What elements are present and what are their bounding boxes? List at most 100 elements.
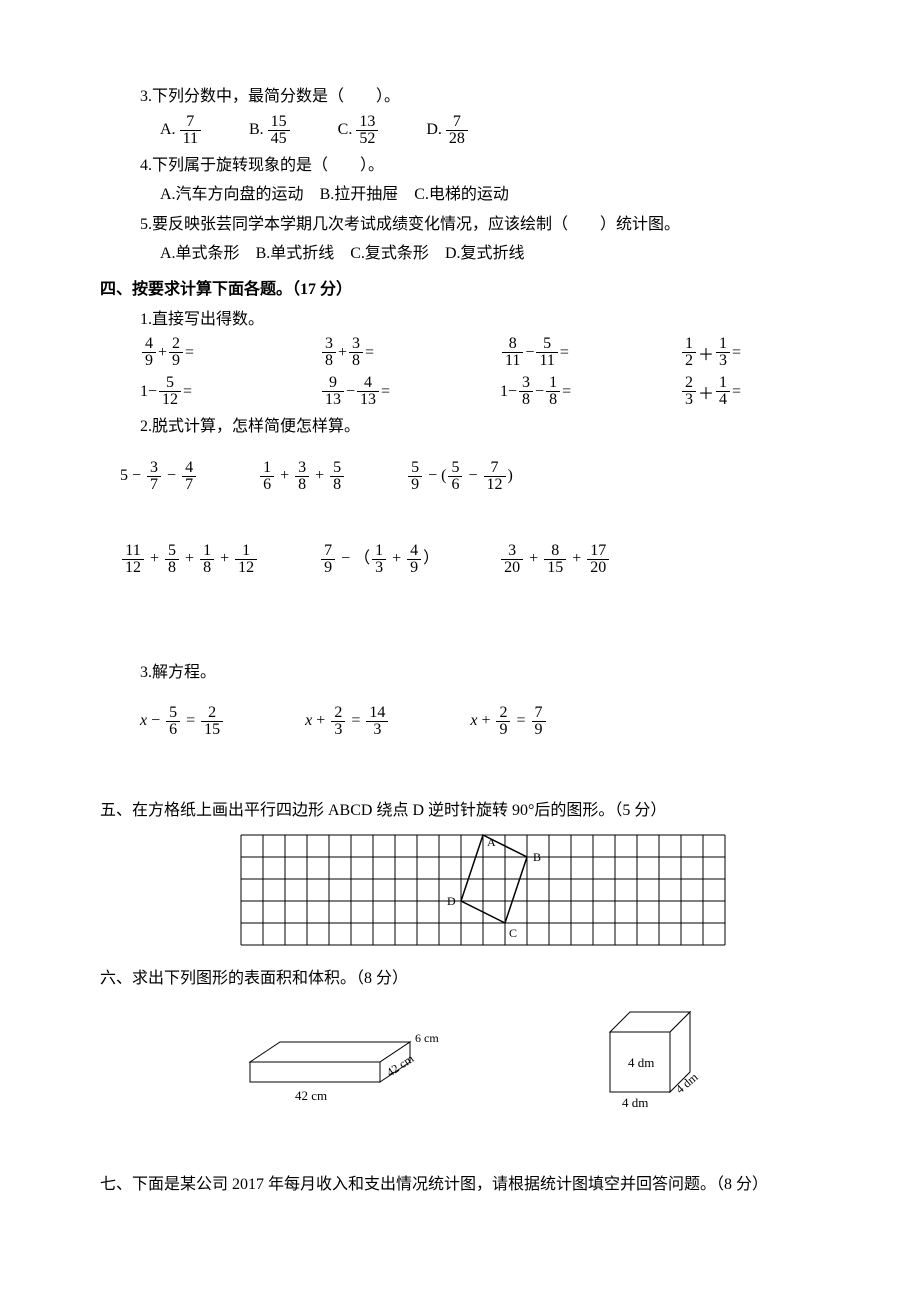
numerator: 3 — [519, 375, 533, 392]
fraction: 23 — [682, 375, 696, 408]
q3-opt-c: C. 13 52 — [338, 114, 381, 147]
fraction: 18 — [200, 543, 214, 576]
svg-text:C: C — [509, 926, 517, 940]
sec4-p2: 2.脱式计算，怎样简便怎样算。 — [140, 414, 820, 440]
fraction: 23 — [331, 705, 345, 738]
opt-label: D. — [426, 121, 442, 139]
numerator: 5 — [536, 336, 557, 353]
numerator: 1 — [716, 336, 730, 353]
fraction: 38 — [295, 460, 309, 493]
cuboid-l-label: 42 cm — [295, 1088, 327, 1103]
fraction: 512 — [159, 375, 181, 408]
denominator: 8 — [349, 353, 363, 369]
q5-stem: 5.要反映张芸同学本学期几次考试成绩变化情况，应该绘制（ ）统计图。 — [140, 212, 820, 238]
sec4-head: 四、按要求计算下面各题。（17 分） — [100, 277, 820, 303]
fraction: 511 — [536, 336, 557, 369]
denominator: 9 — [142, 353, 156, 369]
fraction: 58 — [165, 543, 179, 576]
denominator: 6 — [166, 722, 180, 738]
numerator: 5 — [408, 460, 422, 477]
denominator: 3 — [331, 722, 345, 738]
opt-label: B. — [249, 121, 264, 139]
svg-text:A: A — [487, 835, 496, 849]
fraction: 79 — [532, 705, 546, 738]
denominator: 8 — [295, 477, 309, 493]
equation: x + 23 = 143 — [305, 705, 390, 738]
denominator: 52 — [356, 131, 378, 147]
denominator: 45 — [268, 131, 290, 147]
q4-stem: 4.下列属于旋转现象的是（ ）。 — [140, 153, 820, 179]
numerator: 4 — [182, 460, 196, 477]
denominator: 9 — [496, 722, 510, 738]
svg-text:D: D — [447, 894, 456, 908]
denominator: 20 — [501, 560, 523, 576]
numerator: 13 — [356, 114, 378, 131]
calc-expression: 320 + 815 + 1720 — [499, 543, 611, 576]
opt-label: A. — [160, 121, 176, 139]
sec6-head: 六、求出下列图形的表面积和体积。（8 分） — [100, 966, 820, 992]
fraction: 112 — [235, 543, 257, 576]
fraction: 13 52 — [356, 114, 378, 147]
fraction: 56 — [166, 705, 180, 738]
denominator: 11 — [502, 353, 523, 369]
numerator: 1 — [200, 543, 214, 560]
denominator: 8 — [165, 560, 179, 576]
fraction: 13 — [716, 336, 730, 369]
fraction: 38 — [349, 336, 363, 369]
q5-opt-d: D.复式折线 — [445, 245, 525, 262]
fraction: 14 — [716, 375, 730, 408]
svg-text:B: B — [533, 850, 541, 864]
numerator: 3 — [147, 460, 161, 477]
numerator: 3 — [295, 460, 309, 477]
fraction: 413 — [357, 375, 379, 408]
denominator: 3 — [716, 353, 730, 369]
denominator: 11 — [180, 131, 201, 147]
fraction: 320 — [501, 543, 523, 576]
denominator: 15 — [544, 560, 566, 576]
numerator: 1 — [716, 375, 730, 392]
calc-expression: 59 − (56 − 712) — [406, 460, 513, 493]
calc-item: 811 − 511 = — [500, 336, 630, 369]
fraction: 13 — [372, 543, 386, 576]
denominator: 8 — [322, 353, 336, 369]
denominator: 7 — [147, 477, 161, 493]
numerator: 17 — [587, 543, 609, 560]
numerator: 11 — [122, 543, 144, 560]
sec4-row1: 49 + 29 =38 + 38 =811 − 511 =12 ＋ 13 = — [140, 336, 820, 369]
fraction: 1112 — [122, 543, 144, 576]
page: 3.下列分数中，最简分数是（ ）。 A. 7 11 B. 15 45 C. 13… — [0, 0, 920, 1241]
q5-opt-a: A.单式条形 — [160, 245, 240, 262]
numerator: 2 — [201, 705, 223, 722]
calc-item: 38 + 38 = — [320, 336, 450, 369]
denominator: 9 — [407, 560, 421, 576]
numerator: 3 — [501, 543, 523, 560]
fraction: 38 — [322, 336, 336, 369]
denominator: 6 — [260, 477, 274, 493]
fraction: 58 — [330, 460, 344, 493]
numerator: 9 — [322, 375, 344, 392]
numerator: 5 — [159, 375, 181, 392]
q5-options: A.单式条形 B.单式折线 C.复式条形 D.复式折线 — [160, 241, 820, 267]
cube-w-label: 4 dm — [622, 1095, 648, 1110]
grid-svg: A B C D — [240, 834, 726, 946]
numerator: 2 — [169, 336, 183, 353]
calc-expression: 79 − （13 + 49） — [319, 543, 439, 576]
numerator: 1 — [260, 460, 274, 477]
numerator: 4 — [142, 336, 156, 353]
sec7-head: 七、下面是某公司 2017 年每月收入和支出情况统计图，请根据统计图填空并回答问… — [100, 1172, 820, 1198]
calc-expression: 5 − 37 − 47 — [120, 460, 198, 493]
fraction: 47 — [182, 460, 196, 493]
calc-item: 49 + 29 = — [140, 336, 270, 369]
numerator: 2 — [331, 705, 345, 722]
denominator: 9 — [321, 560, 335, 576]
fraction: 215 — [201, 705, 223, 738]
calc-expression: 1112 + 58 + 18 + 112 — [120, 543, 259, 576]
q3-stem: 3.下列分数中，最简分数是（ ）。 — [140, 84, 820, 110]
fraction: 49 — [407, 543, 421, 576]
sec4-long1: 5 − 37 − 4716 + 38 + 5859 − (56 − 712) — [120, 460, 820, 493]
numerator: 7 — [532, 705, 546, 722]
cuboid-figure: 6 cm 42 cm 42 cm — [240, 1012, 440, 1112]
denominator: 13 — [322, 392, 344, 408]
equation: x + 29 = 79 — [470, 705, 547, 738]
fraction: 12 — [682, 336, 696, 369]
